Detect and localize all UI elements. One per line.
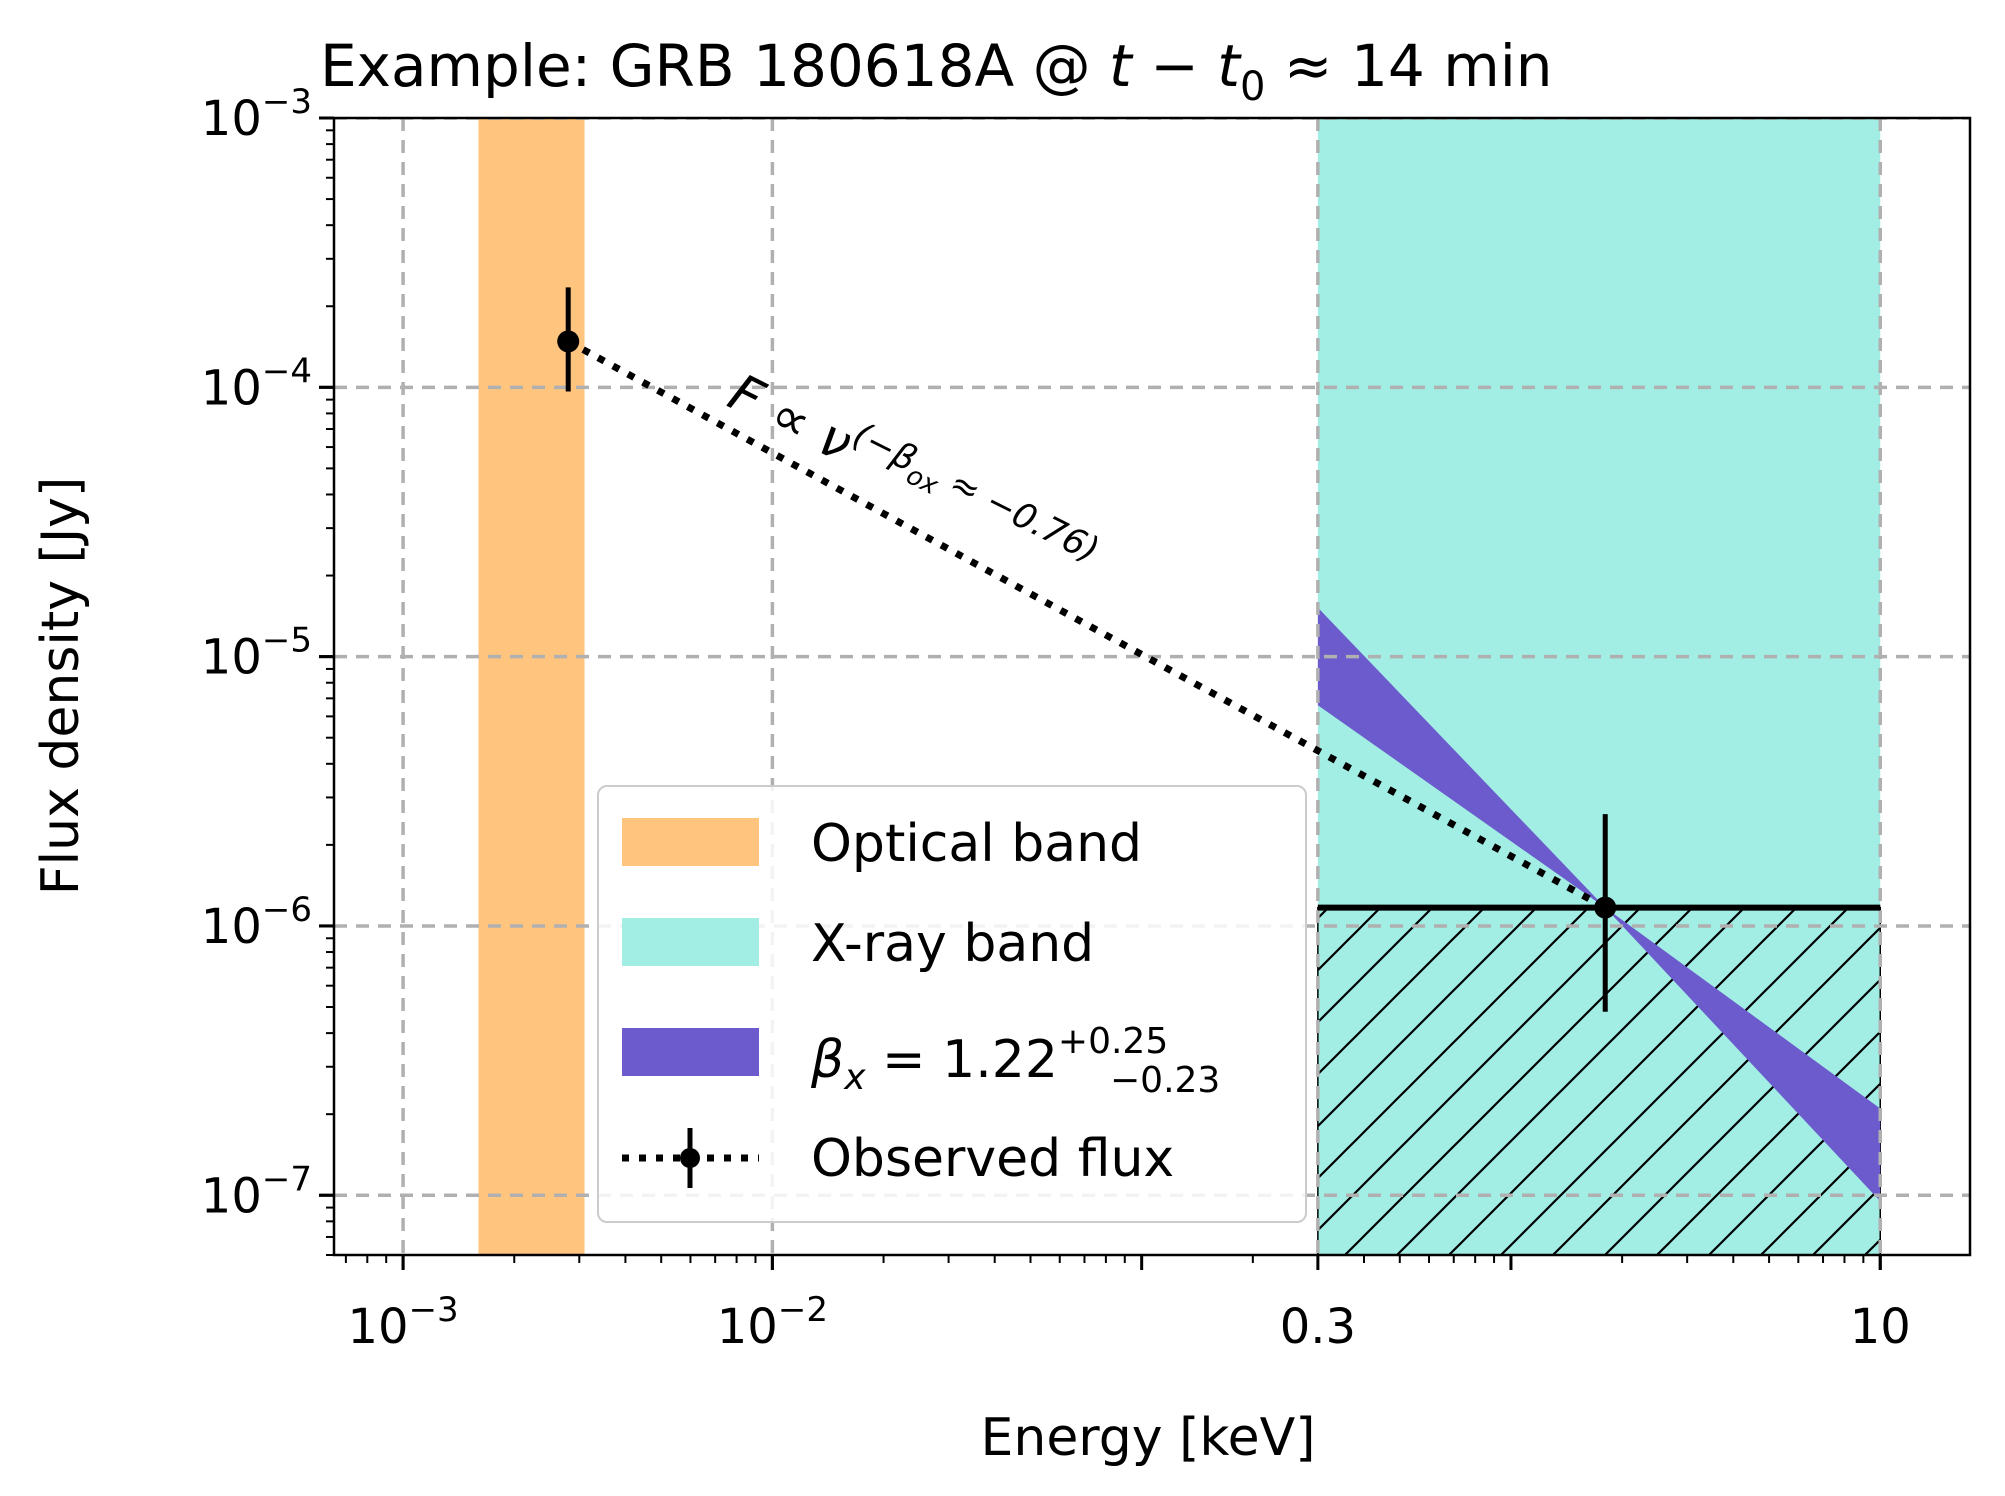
beta-x-band [1317,607,1881,1202]
svg-text:F ∝ ν(−βox ≈ −0.76): F ∝ ν(−βox ≈ −0.76) [719,358,1105,595]
power-law-annotation: F ∝ ν(−βox ≈ −0.76) [719,358,1105,595]
legend: Optical band X-ray band βx = 1.22+0.25 −… [597,785,1307,1223]
legend-swatch-beta [622,1028,759,1076]
legend-label-beta-lower: −0.23 [1110,1060,1220,1101]
y-tick-label-1: 10−4 [201,351,312,416]
data-points [557,287,1881,1012]
legend-label-optical: Optical band [811,814,1142,874]
legend-label-observed: Observed flux [811,1129,1174,1189]
chart-title: Example: GRB 180618A @ t − t0 ≈ 14 min [320,32,1553,110]
title-t: t [1109,32,1134,100]
x-tick-label-2: 0.3 [1280,1299,1356,1355]
data-point-0 [557,287,580,392]
axes-frame [332,116,1972,1257]
legend-swatch-xray [622,918,759,966]
y-tick-label-0: 10−3 [201,82,312,147]
title-t0: t [1217,32,1242,100]
legend-box [597,785,1307,1223]
x-axis-label: Energy [keV] [981,1408,1316,1468]
title-prefix: Example: GRB 180618A @ [320,32,1109,100]
x-tick-label-0: 10−3 [347,1290,458,1355]
annotation-main: F ∝ ν [719,363,861,474]
y-axis-label: Flux density [Jy] [31,477,91,896]
legend-label-beta: βx = 1.22+0.25 [810,1021,1168,1098]
y-axis-ticks: 10−3 10−4 10−5 10−6 10−7 [201,82,334,1256]
title-rest: ≈ 14 min [1265,32,1552,100]
data-point-1 [1317,814,1881,1012]
title-minus: − [1132,32,1217,100]
legend-swatch-optical [622,818,759,866]
x-tick-label-1: 10−2 [717,1290,828,1355]
legend-swatch-observed [622,1128,759,1188]
y-tick-label-2: 10−5 [201,621,312,686]
x-axis-ticks: 10−3 10−2 0.3 10 [344,1255,1911,1355]
y-tick-label-3: 10−6 [201,890,312,955]
legend-label-xray: X-ray band [811,914,1094,974]
point-0-marker [557,330,580,353]
point-1-marker [1594,896,1617,919]
svg-text:Example: GRB 180618A @ t − t0: Example: GRB 180618A @ t − t0 ≈ 14 min [320,32,1553,110]
x-tick-label-3: 10 [1850,1299,1911,1355]
title-t0-subscript: 0 [1240,64,1265,110]
y-tick-label-4: 10−7 [201,1159,312,1224]
